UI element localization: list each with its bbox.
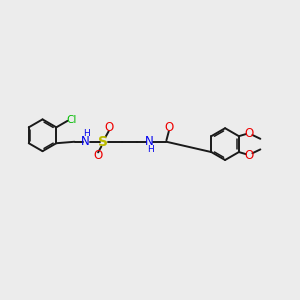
Text: O: O xyxy=(245,148,254,161)
Text: Cl: Cl xyxy=(66,115,76,125)
Text: O: O xyxy=(165,121,174,134)
Text: O: O xyxy=(93,149,102,162)
Text: O: O xyxy=(105,121,114,134)
Text: N: N xyxy=(145,135,154,148)
Text: H: H xyxy=(83,129,90,138)
Text: S: S xyxy=(98,135,108,149)
Text: O: O xyxy=(245,127,254,140)
Text: N: N xyxy=(81,135,90,148)
Text: H: H xyxy=(147,146,154,154)
